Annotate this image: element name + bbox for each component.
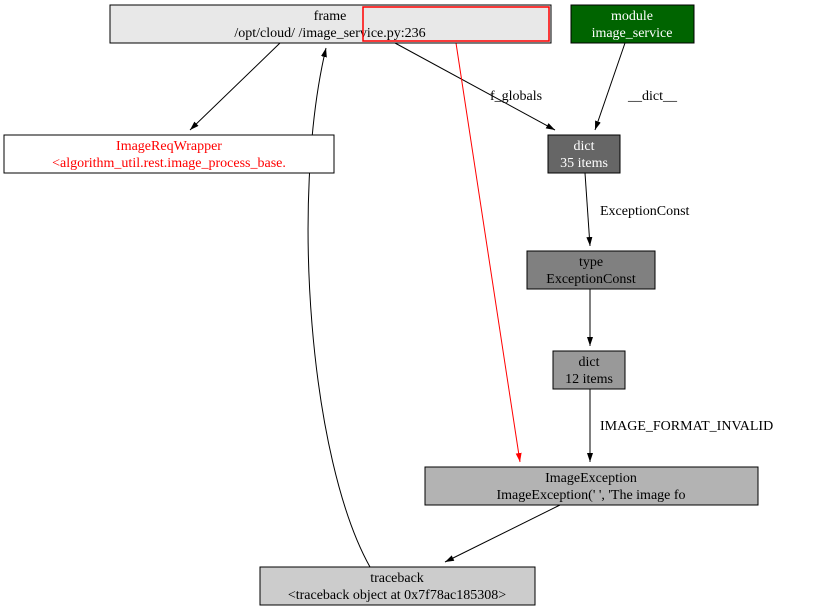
node-type-exceptionconst: type ExceptionConst	[527, 251, 655, 289]
edge-traceback-frame	[308, 48, 370, 567]
node-wrapper: ImageReqWrapper <algorithm_util.rest.ima…	[4, 135, 334, 173]
frame-path: /opt/cloud/ /image_service.py:236	[234, 26, 425, 41]
module-name: image_service	[592, 26, 673, 41]
node-frame: frame /opt/cloud/ /image_service.py:236	[110, 5, 551, 43]
type-title: type	[579, 255, 603, 270]
wrapper-title: ImageReqWrapper	[116, 139, 222, 154]
node-traceback: traceback <traceback object at 0x7f78ac1…	[260, 567, 535, 605]
imgexc-detail: ImageException(' ', 'The image fo	[496, 488, 685, 503]
edge-exc-traceback	[445, 505, 560, 562]
edge-module-dict35	[595, 43, 625, 130]
object-graph-diagram: f_globals __dict__ ExceptionConst IMAGE_…	[0, 0, 816, 614]
edge-label-dict: __dict__	[627, 89, 678, 104]
edge-label-exceptionconst: ExceptionConst	[600, 204, 690, 219]
traceback-title: traceback	[370, 571, 424, 586]
module-title: module	[611, 9, 653, 24]
edge-label-f-globals: f_globals	[490, 89, 542, 104]
traceback-detail: <traceback object at 0x7f78ac185308>	[288, 588, 506, 603]
edge-dict35-type	[585, 173, 590, 246]
node-imageexception: ImageException ImageException(' ', 'The …	[425, 467, 758, 505]
dict35-title: dict	[574, 139, 595, 154]
wrapper-detail: <algorithm_util.rest.image_process_base.	[52, 156, 286, 171]
dict12-count: 12 items	[565, 372, 613, 387]
dict35-count: 35 items	[560, 156, 608, 171]
node-dict35: dict 35 items	[548, 135, 620, 173]
node-dict12: dict 12 items	[553, 351, 625, 389]
edge-label-image-format-invalid: IMAGE_FORMAT_INVALID	[600, 419, 773, 434]
frame-title: frame	[314, 9, 347, 24]
edge-frame-dict35	[395, 43, 555, 130]
imgexc-title: ImageException	[545, 471, 637, 486]
type-name: ExceptionConst	[546, 272, 636, 287]
edge-frame-wrapper	[190, 43, 280, 130]
dict12-title: dict	[579, 355, 600, 370]
node-module: module image_service	[571, 5, 694, 43]
